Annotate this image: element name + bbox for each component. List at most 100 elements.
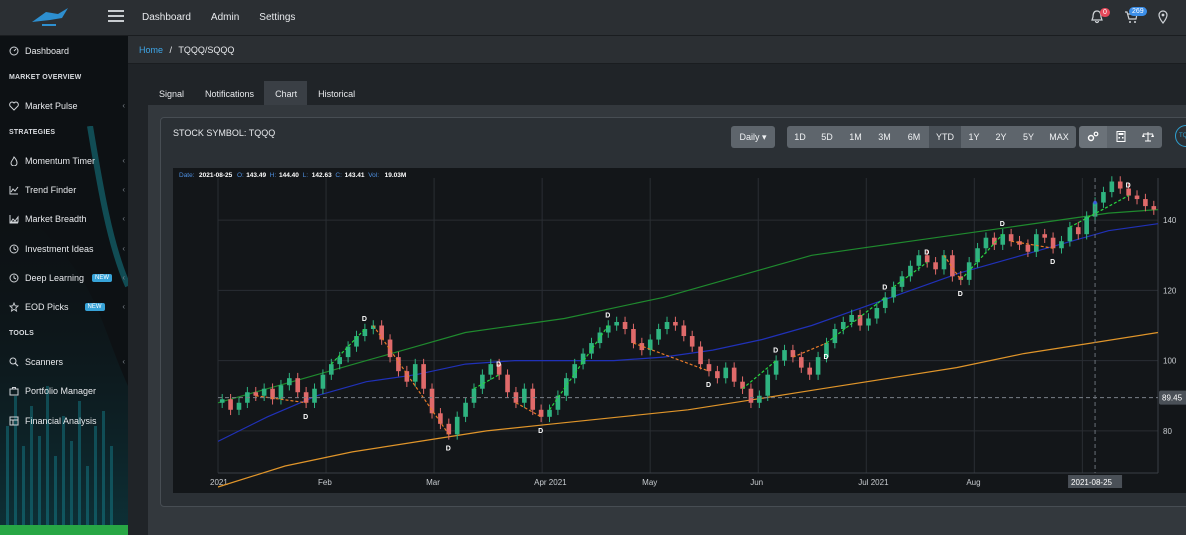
candle-body: [1017, 241, 1022, 245]
compare-button[interactable]: [1134, 126, 1162, 148]
signal-arrow-down: [255, 395, 307, 404]
candle-body: [547, 409, 552, 417]
ohlc-legend-text: H:: [270, 172, 277, 179]
candle-body: [773, 360, 779, 375]
nav-admin[interactable]: Admin: [210, 12, 240, 23]
candle-body: [740, 381, 745, 389]
signal-marker-label: D: [362, 316, 367, 323]
candle-body: [438, 413, 443, 424]
range-1y-button[interactable]: 1Y: [961, 126, 987, 148]
signal-arrow-up: [473, 374, 500, 390]
range-3m-button[interactable]: 3M: [870, 126, 899, 148]
signal-marker-label: D: [882, 284, 887, 291]
interval-dropdown[interactable]: Daily ▾: [731, 126, 775, 148]
tab-bar: Signal Notifications Chart Historical: [148, 81, 365, 105]
sidebar-item-financial-analysis[interactable]: Financial Analysis: [9, 414, 121, 428]
candle-body: [891, 286, 896, 298]
candle-body: [253, 392, 259, 396]
signal-marker-label: D: [924, 249, 929, 256]
gauge-icon: [9, 46, 19, 56]
top-bar: Dashboard Admin Settings 0 269: [0, 0, 1186, 36]
calculator-button[interactable]: [1107, 126, 1134, 148]
candle-body: [605, 325, 611, 333]
candle-body: [916, 255, 922, 266]
x-tick-label: Jul 2021: [858, 478, 889, 487]
candle-body: [1000, 234, 1006, 245]
candle-body: [782, 350, 787, 361]
briefcase-icon: [9, 387, 19, 396]
breadcrumb-current: TQQQ/SQQQ: [178, 45, 235, 55]
range-max-button[interactable]: MAX: [1042, 126, 1076, 148]
signal-marker-label: D: [773, 348, 778, 355]
range-5d-button[interactable]: 5D: [813, 126, 841, 148]
nav-dashboard[interactable]: Dashboard: [142, 12, 191, 23]
menu-toggle-icon[interactable]: [108, 10, 124, 24]
new-badge: NEW: [84, 303, 105, 311]
signal-marker-label: D: [303, 414, 308, 421]
gears-icon: [1087, 131, 1099, 142]
signal-marker-label: D: [496, 362, 501, 369]
sidebar-item-deep-learning[interactable]: Deep Learning NEW ‹: [9, 271, 125, 285]
candle-body: [840, 321, 846, 330]
breadcrumb-home-link[interactable]: Home: [139, 45, 164, 55]
tab-chart[interactable]: Chart: [264, 81, 308, 105]
range-1m-button[interactable]: 1M: [841, 126, 870, 148]
sidebar-item-trend-finder[interactable]: Trend Finder ‹: [9, 183, 125, 197]
candle-body: [748, 388, 754, 403]
sidebar-item-eod-picks[interactable]: EOD Picks NEW ‹: [9, 300, 125, 314]
candle-body: [295, 378, 301, 393]
bell-icon[interactable]: [1090, 10, 1104, 24]
signal-marker-label: D: [1050, 259, 1055, 266]
star-icon: [9, 302, 19, 312]
crosshair-point: [1093, 200, 1097, 205]
table-icon: [9, 416, 19, 426]
crosshair-date-label: 2021-08-25: [1071, 478, 1112, 487]
location-pin-icon[interactable]: [1156, 10, 1170, 24]
range-ytd-button[interactable]: YTD: [929, 126, 961, 148]
sidebar-item-market-pulse[interactable]: Market Pulse ‹: [9, 99, 125, 113]
signal-arrow-down: [515, 402, 542, 418]
tab-notifications[interactable]: Notifications: [205, 89, 255, 99]
candle-body: [723, 367, 729, 379]
nav-settings[interactable]: Settings: [259, 12, 296, 23]
symbol-toggle[interactable]: TQQ: [1175, 125, 1186, 147]
ohlc-legend-text: 2021-08-25: [199, 172, 233, 179]
tab-signal[interactable]: Signal: [159, 89, 185, 99]
range-1d-button[interactable]: 1D: [787, 126, 813, 148]
ohlc-legend-text: 19.03M: [385, 172, 407, 179]
chevron-left-icon: ‹: [122, 214, 125, 223]
sidebar-item-market-breadth[interactable]: Market Breadth ‹: [9, 212, 125, 226]
signal-arrow-up: [960, 233, 1004, 281]
range-2y-button[interactable]: 2Y: [987, 126, 1015, 148]
x-tick-label: Mar: [426, 478, 440, 487]
candle-body: [1143, 199, 1148, 207]
candle-body: [563, 378, 569, 396]
heart-icon: [9, 101, 19, 111]
sidebar-item-investment-ideas[interactable]: Investment Ideas ‹: [9, 242, 125, 256]
chart-svg[interactable]: 80 100 120 140 2021 Feb Mar Apr 2021 May Jun Jul 2…: [173, 168, 1186, 493]
sidebar-item-momentum-timer[interactable]: Momentum Timer ‹: [9, 154, 125, 168]
signal-marker-label: D: [1000, 221, 1005, 228]
stock-chart[interactable]: 80 100 120 140 2021 Feb Mar Apr 2021 May Jun Jul 2…: [173, 168, 1186, 493]
sidebar-item-portfolio-manager[interactable]: Portfolio Manager: [9, 384, 121, 398]
range-5y-button[interactable]: 5Y: [1015, 126, 1042, 148]
candle-body: [488, 364, 494, 375]
candle-body: [681, 325, 687, 337]
last-price-label: 89.45: [1162, 394, 1183, 403]
moving-average-short-line: [217, 209, 1159, 404]
sidebar: Dashboard MARKET OVERVIEW Market Pulse ‹…: [0, 36, 128, 535]
sidebar-item-scanners[interactable]: Scanners ‹: [9, 355, 125, 369]
candle-body: [622, 321, 628, 330]
range-6m-button[interactable]: 6M: [899, 126, 929, 148]
candle-body: [555, 395, 561, 410]
candle-body: [639, 343, 645, 351]
candle-body: [992, 237, 997, 245]
tab-historical[interactable]: Historical: [318, 89, 356, 99]
y-tick-label: 120: [1163, 286, 1177, 295]
logo[interactable]: [28, 6, 72, 30]
candle-body: [698, 346, 703, 365]
sidebar-item-dashboard[interactable]: Dashboard: [9, 44, 121, 58]
indicators-button[interactable]: [1079, 126, 1107, 148]
candle-body: [303, 392, 309, 403]
ohlc-legend-text: 143.41: [345, 172, 365, 179]
